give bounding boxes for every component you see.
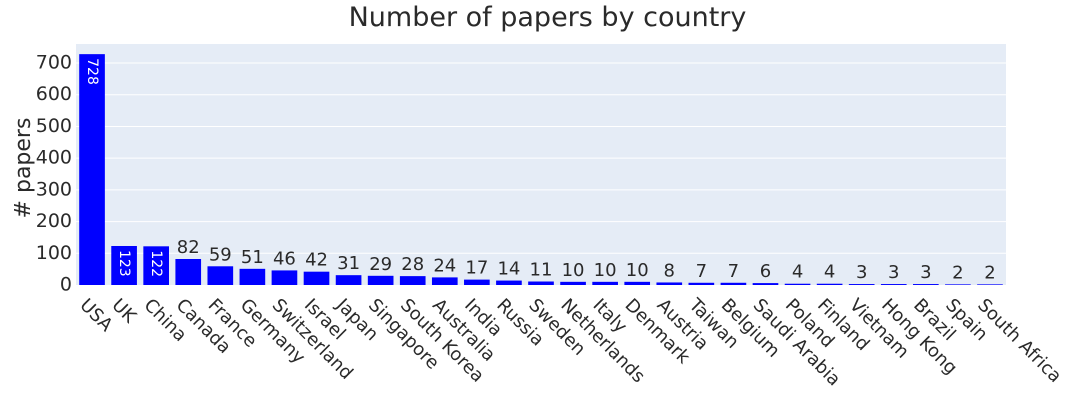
bar-value-label: 123 (116, 250, 132, 277)
bar-value-label: 3 (888, 262, 899, 283)
bar-value-label: 42 (305, 250, 328, 271)
bar (656, 282, 683, 285)
bar (624, 281, 651, 285)
bars (79, 54, 1003, 285)
bar-value-label: 4 (792, 262, 803, 283)
bar (175, 258, 202, 285)
bar (720, 282, 747, 285)
x-tick-label: USA (75, 295, 117, 337)
bar (431, 277, 458, 285)
bar (496, 280, 522, 285)
bar (913, 284, 939, 285)
bar-value-label: 82 (177, 237, 200, 258)
bar-value-label: 3 (920, 262, 931, 283)
bar-value-label: 2 (984, 262, 995, 283)
bar-value-label: 3 (856, 262, 867, 283)
y-axis-label: # papers (11, 118, 36, 219)
bar-value-label: 10 (626, 260, 649, 281)
bar-value-label: 2 (952, 262, 963, 283)
y-tick-label: 200 (36, 210, 72, 232)
plot-background (76, 44, 1006, 285)
bar-value-label: 28 (401, 254, 424, 275)
bar (592, 281, 618, 285)
chart-title: Number of papers by country (348, 2, 747, 33)
x-tick-label: South Africa (973, 295, 1065, 387)
bar (271, 270, 298, 285)
bar-value-label: 59 (209, 244, 232, 265)
bar (880, 284, 907, 285)
bar-value-label: 29 (369, 254, 392, 275)
bar-value-label: 7 (728, 261, 739, 282)
bar (143, 246, 169, 285)
y-tick-label: 600 (36, 83, 72, 105)
bar (399, 276, 426, 285)
bar-value-label: 31 (337, 253, 360, 274)
y-tick-label: 300 (36, 178, 72, 200)
bar (945, 284, 971, 285)
bar (752, 283, 779, 285)
bar-value-label: 6 (760, 261, 771, 282)
bar-value-label: 7 (696, 261, 707, 282)
bar (848, 284, 875, 285)
bar-value-label: 24 (433, 255, 456, 276)
bar-value-label: 14 (497, 259, 520, 280)
bar (303, 271, 330, 285)
bar (688, 282, 715, 285)
bar-value-label: 8 (664, 260, 675, 281)
bar-value-label: 4 (824, 262, 835, 283)
bar-value-label: 46 (273, 248, 296, 269)
y-tick-label: 400 (36, 147, 72, 169)
bar (207, 266, 234, 285)
y-tick-label: 700 (36, 52, 72, 74)
bar-value-label: 11 (530, 260, 553, 281)
y-tick-label: 0 (60, 274, 72, 296)
bar-value-label: 17 (465, 258, 488, 279)
bar-value-label: 10 (562, 260, 585, 281)
gridlines (76, 62, 1006, 254)
y-tick-label: 500 (36, 115, 72, 137)
bar (977, 284, 1003, 285)
bar-value-label: 728 (84, 58, 100, 85)
bar (239, 268, 266, 285)
bar (79, 54, 105, 285)
bar (367, 275, 394, 285)
bar (816, 283, 843, 285)
y-tick-label: 100 (36, 242, 72, 264)
bar (528, 281, 554, 285)
bar (560, 281, 586, 285)
bar (335, 275, 362, 285)
bar-value-label: 51 (241, 247, 264, 268)
bar-value-label: 10 (594, 260, 617, 281)
bar-value-label: 122 (148, 250, 164, 277)
bar (111, 245, 137, 285)
bar (464, 279, 490, 285)
bar (784, 283, 811, 285)
y-axis-ticks: 0 100 200 300 400 500 600 700 (36, 52, 72, 296)
